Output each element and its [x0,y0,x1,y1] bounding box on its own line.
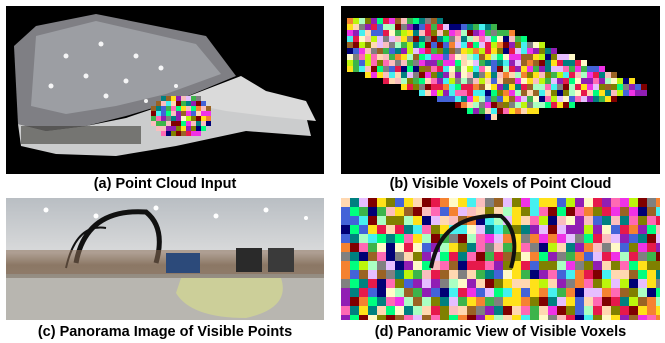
caption-b: (b) Visible Voxels of Point Cloud [389,176,612,192]
caption-d: (d) Panoramic View of Visible Voxels [374,324,627,340]
caption-c: (c) Panorama Image of Visible Points [37,324,293,340]
point-cloud-input-image [6,6,324,174]
panoramic-voxels-image [341,198,660,320]
visible-voxels-image [341,6,660,174]
caption-a: (a) Point Cloud Input [93,176,237,192]
panorama-image [6,198,324,320]
